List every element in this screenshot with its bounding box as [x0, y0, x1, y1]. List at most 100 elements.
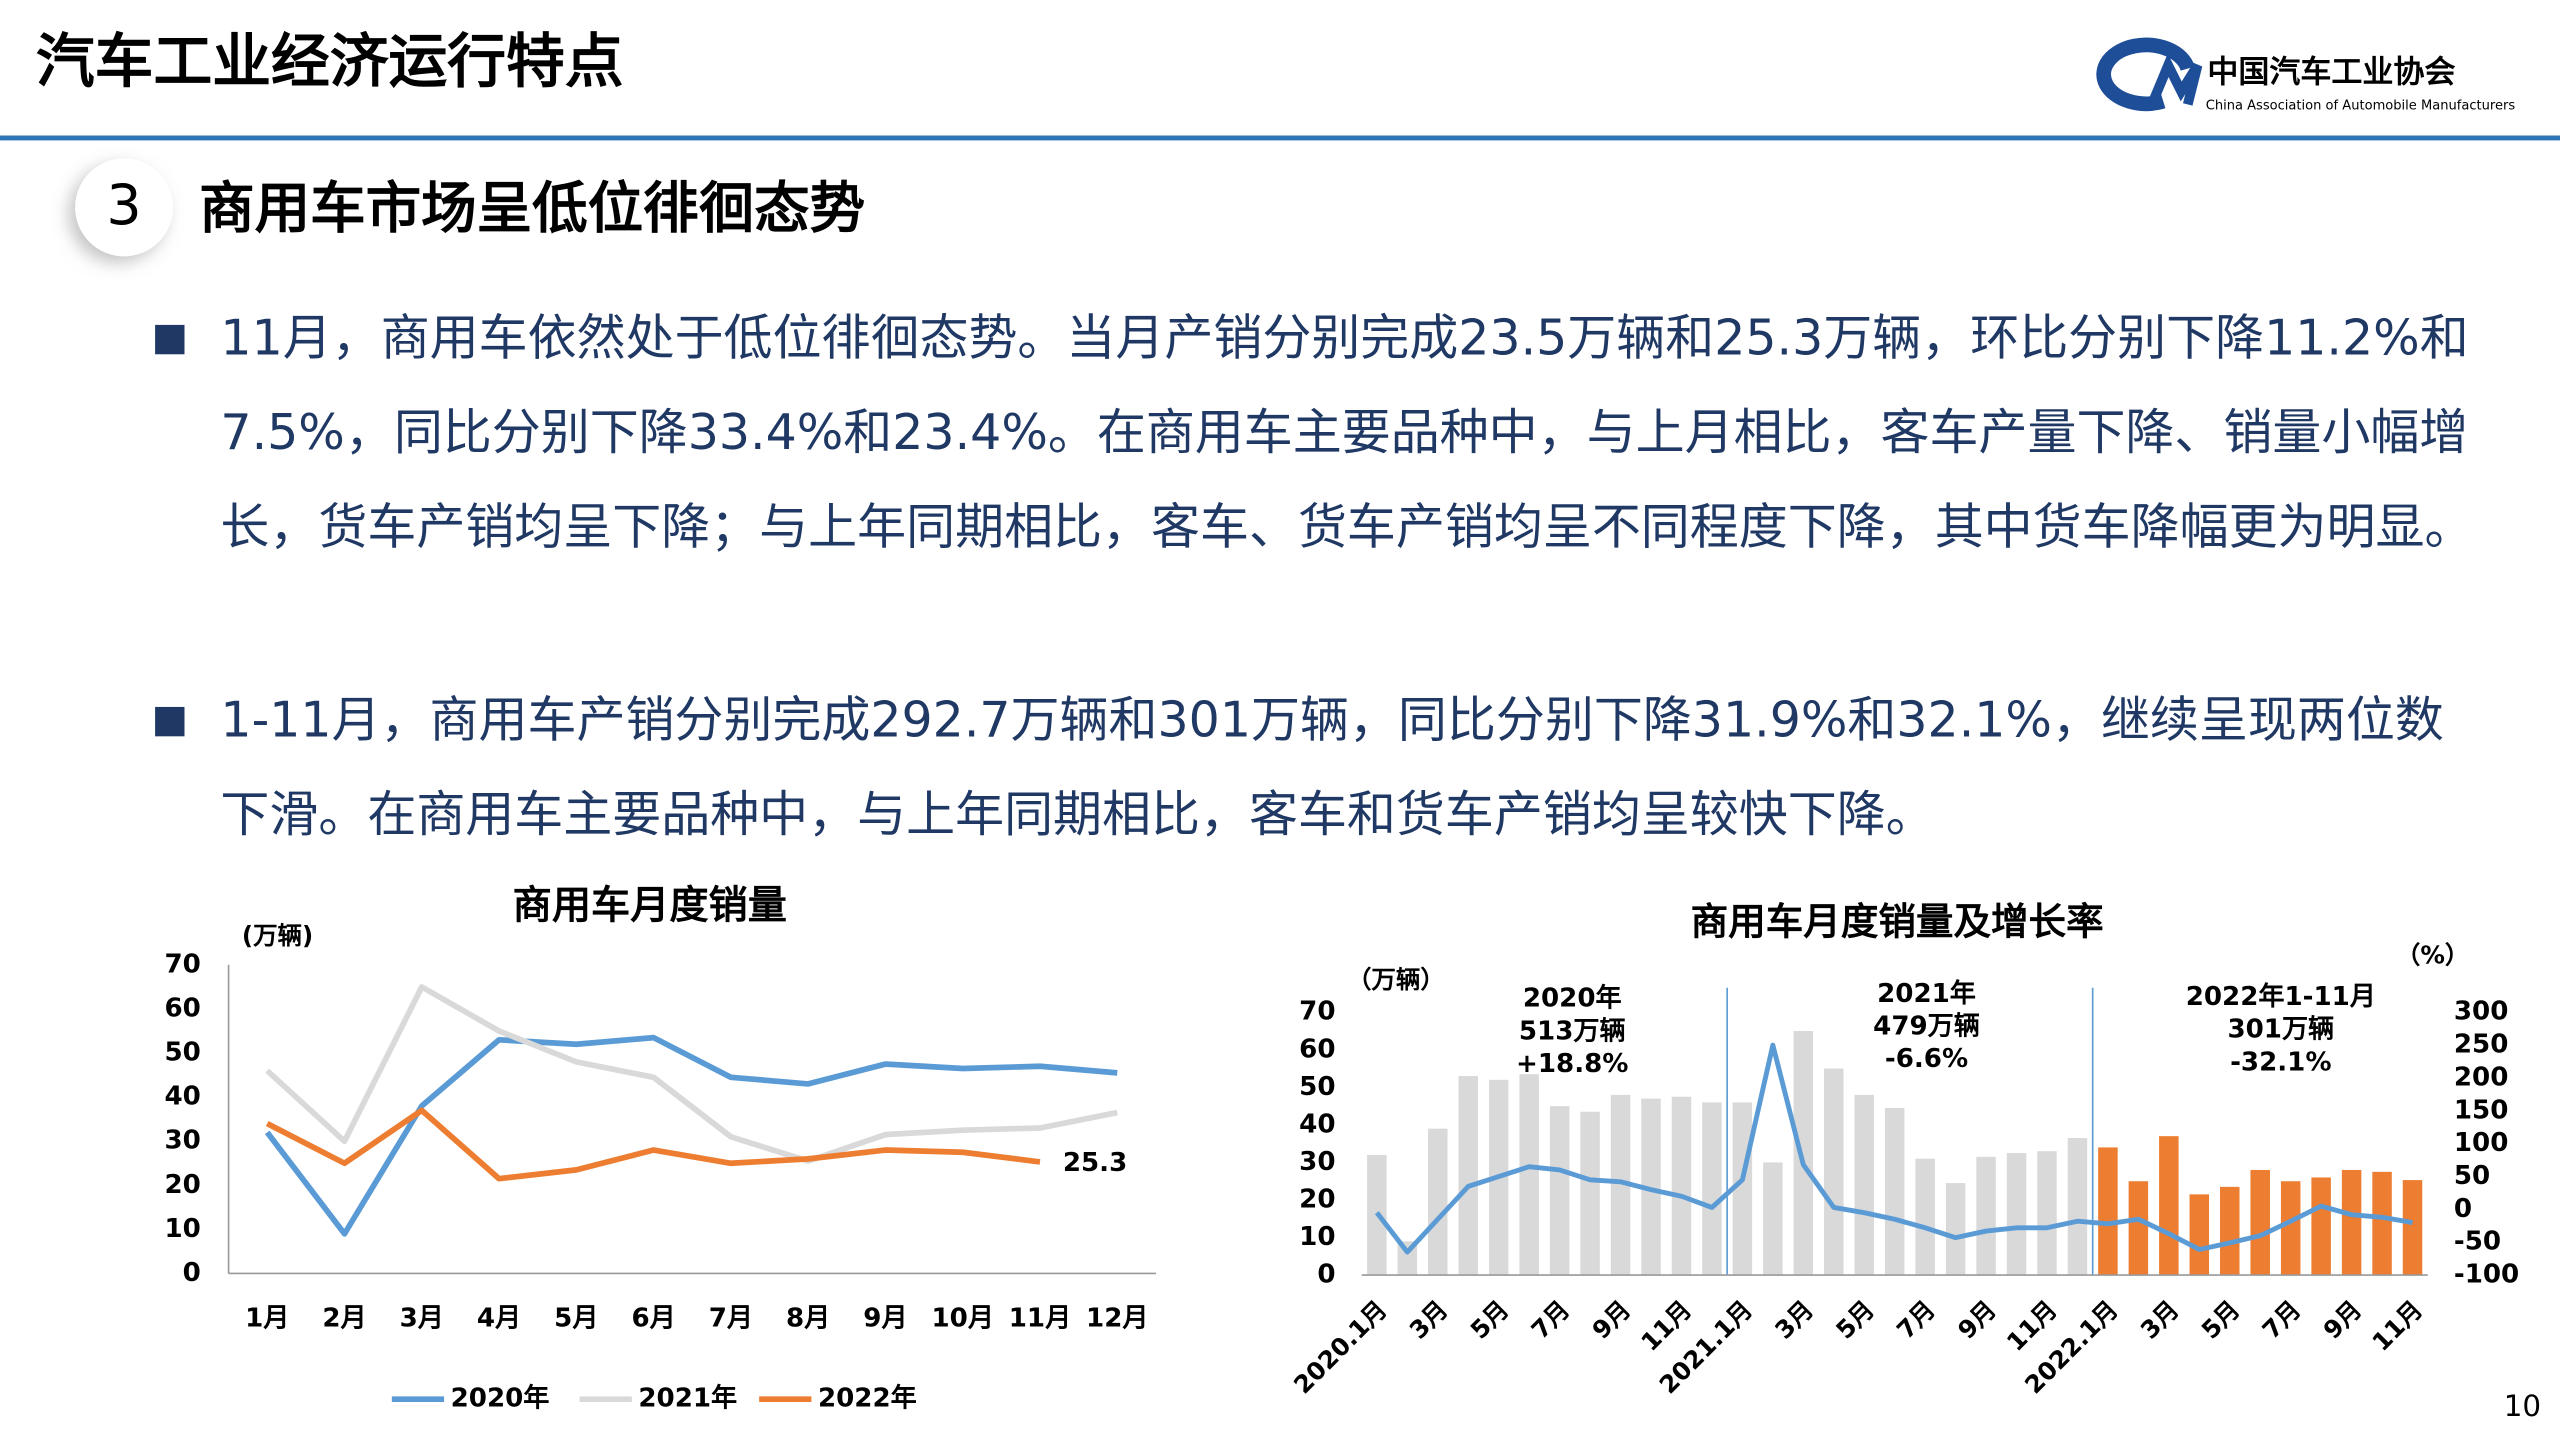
- x-tick-label: 2月: [322, 1304, 366, 1334]
- x-tick-label: 3月: [400, 1304, 444, 1334]
- x-tick-label: 9月: [1586, 1295, 1636, 1345]
- x-tick-label: 7月: [709, 1304, 753, 1334]
- logo-mark: [2147, 53, 2203, 107]
- bar: [1641, 1098, 1661, 1276]
- bullet-marker: [155, 324, 185, 355]
- y-tick-label: 40: [1299, 1109, 1335, 1139]
- y-tick-label: 10: [1299, 1222, 1335, 1252]
- logo-mark: [2096, 37, 2195, 112]
- x-tick-label: 5月: [554, 1304, 598, 1334]
- logo-text: 中国汽车工业协会: [2207, 54, 2455, 90]
- line-series: [1374, 1042, 2413, 1255]
- slide-title: 汽车工业经济运行特点: [36, 26, 624, 95]
- line-series: [265, 1107, 1041, 1182]
- bar: [2280, 1181, 2301, 1276]
- y2-tick-label: -50: [2454, 1227, 2501, 1257]
- annotation: 301万辆: [2227, 1015, 2334, 1045]
- y-tick-label: 50: [1299, 1072, 1335, 1102]
- legend-label: 2022年: [818, 1383, 917, 1414]
- section-badge: [75, 158, 174, 257]
- bar: [2402, 1180, 2423, 1276]
- bar: [1763, 1162, 1783, 1276]
- bar: [1884, 1107, 1905, 1276]
- x-tick-label: 8月: [786, 1304, 830, 1334]
- annotation: -32.1%: [2230, 1047, 2331, 1077]
- x-tick-label: 3月: [1769, 1295, 1819, 1345]
- y-tick-label: 60: [1299, 1034, 1335, 1064]
- bar: [2341, 1169, 2362, 1276]
- bar: [1732, 1102, 1753, 1276]
- x-tick-label: 1月: [245, 1304, 289, 1334]
- annotation: 2021年: [1877, 978, 1976, 1009]
- x-tick-label: 10月: [931, 1304, 993, 1334]
- page-number: 10: [2504, 1389, 2541, 1423]
- x-tick-label: 3月: [1404, 1295, 1454, 1345]
- x-tick-label: 9月: [2317, 1295, 2367, 1345]
- bar: [1428, 1128, 1448, 1276]
- bar: [1580, 1111, 1600, 1276]
- logo-subtext: China Association of Automobile Manufact…: [2206, 99, 2516, 114]
- bar: [1458, 1076, 1478, 1276]
- legend-label: 2021年: [638, 1383, 737, 1414]
- y2-tick-label: 0: [2454, 1194, 2472, 1224]
- line-series: [265, 984, 1118, 1164]
- annotation: 513万辆: [1519, 1016, 1626, 1046]
- bar: [1671, 1096, 1692, 1276]
- y-axis-label: （万辆）: [1347, 965, 1445, 994]
- bar: [2250, 1169, 2270, 1276]
- annotation: -6.6%: [1885, 1044, 1968, 1074]
- x-tick-label: 11月: [1009, 1304, 1071, 1334]
- y2-tick-label: 250: [2454, 1030, 2509, 1060]
- y2-tick-label: -100: [2454, 1260, 2519, 1290]
- y-tick-label: 30: [1299, 1147, 1335, 1177]
- chart-title: 商用车月度销量及增长率: [1691, 900, 2104, 944]
- bar: [2006, 1153, 2027, 1276]
- x-tick-label: 11月: [2366, 1295, 2428, 1357]
- bar: [2372, 1171, 2392, 1276]
- y2-tick-label: 150: [2454, 1095, 2509, 1125]
- bar: [1702, 1102, 1722, 1276]
- y-tick-label: 20: [164, 1170, 200, 1200]
- bullet-marker: [155, 706, 185, 737]
- data-label: 25.3: [1063, 1148, 1127, 1178]
- y-tick-label: 60: [164, 993, 200, 1023]
- bullet-text: 11月，商用车依然处于低位徘徊态势。当月产销分别完成23.5万辆和25.3万辆，…: [220, 310, 2474, 557]
- bar: [1945, 1183, 1966, 1276]
- x-tick-label: 9月: [863, 1304, 907, 1334]
- header-rule: [0, 135, 2560, 141]
- y-tick-label: 30: [164, 1126, 200, 1156]
- bar: [1610, 1094, 1631, 1276]
- legend-label: 2020年: [451, 1383, 550, 1414]
- bar: [1793, 1031, 1814, 1276]
- x-tick-label: 7月: [1525, 1295, 1575, 1345]
- x-tick-label: 9月: [1952, 1295, 2002, 1345]
- y-tick-label: 10: [164, 1214, 200, 1244]
- section-title: 商用车市场呈低位徘徊态势: [199, 176, 865, 241]
- y-tick-label: 40: [164, 1082, 200, 1112]
- x-tick-label: 12月: [1086, 1304, 1148, 1334]
- y2-tick-label: 200: [2454, 1062, 2509, 1092]
- section-number: 3: [106, 173, 141, 238]
- annotation: 479万辆: [1873, 1011, 1980, 1041]
- y-tick-label: 70: [1299, 997, 1335, 1027]
- y-tick-label: 50: [164, 1038, 200, 1068]
- bar: [2067, 1138, 2088, 1276]
- bar: [1854, 1094, 1874, 1276]
- x-tick-label: 4月: [477, 1304, 521, 1334]
- bar: [2159, 1136, 2179, 1276]
- annotation: 2020年: [1523, 983, 1622, 1014]
- bar: [1976, 1156, 1996, 1276]
- y2-tick-label: 100: [2454, 1128, 2509, 1158]
- bar: [2098, 1147, 2118, 1276]
- x-tick-label: 7月: [2257, 1295, 2307, 1345]
- chart-title: 商用车月度销量: [513, 883, 787, 928]
- x-tick-label: 7月: [1891, 1295, 1941, 1345]
- bullet-text: 1-11月，商用车产销分别完成292.7万辆和301万辆，同比分别下降31.9%…: [220, 692, 2444, 845]
- annotation: +18.8%: [1516, 1049, 1628, 1079]
- y2-axis-label: （%）: [2396, 941, 2469, 970]
- x-tick-label: 2020.1月: [1288, 1295, 1393, 1400]
- bar: [2189, 1194, 2210, 1276]
